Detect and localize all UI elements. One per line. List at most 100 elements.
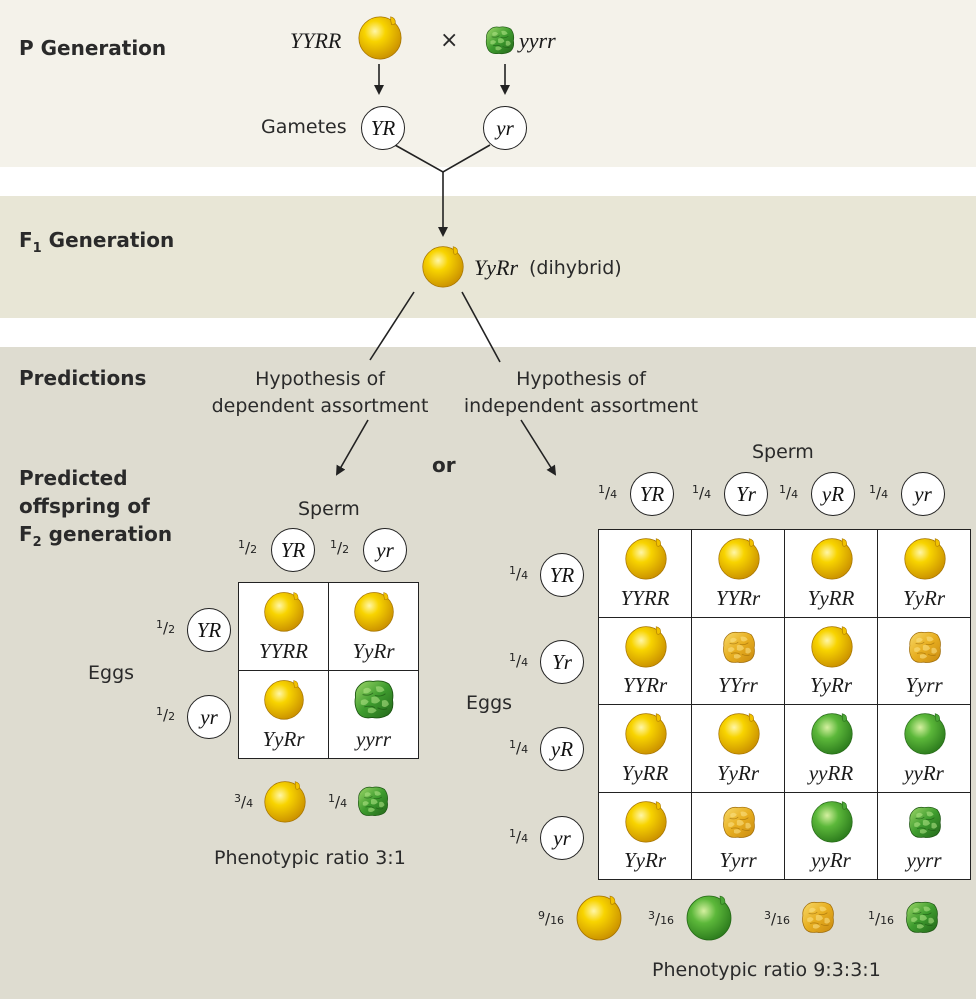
- fraction-numerator: 1: [869, 483, 876, 496]
- independent-phenotype-fraction: 3/16: [648, 909, 675, 928]
- dihybrid-label: (dihybrid): [529, 257, 622, 279]
- gametes-label: Gametes: [261, 116, 347, 138]
- punnett-cell: Yyrr: [877, 616, 971, 705]
- independent-sperm-fraction: 1/4: [779, 483, 799, 502]
- punnett-cell: yyrr: [328, 670, 419, 759]
- pea-green-round-icon: [809, 798, 855, 844]
- arrow-dependent: [336, 419, 369, 476]
- punnett-cell: YyRr: [238, 670, 329, 759]
- independent-egg-fraction: 1/4: [509, 651, 529, 670]
- punnett-cell: YYRR: [238, 582, 329, 671]
- pea-yellow-round-icon: [262, 677, 306, 721]
- independent-egg-fraction: 1/4: [509, 827, 529, 846]
- f2-label-rest: generation: [41, 522, 173, 546]
- pea-yellow-wrinkled-icon: [721, 629, 757, 665]
- punnett-cell: YyRr: [784, 616, 878, 705]
- fraction-denominator: 4: [791, 488, 799, 501]
- cell-genotype: yyrr: [906, 848, 942, 872]
- fraction-numerator: 1: [779, 483, 786, 496]
- punnett-cell: Yyrr: [691, 791, 785, 880]
- cell-genotype: YYRr: [715, 585, 761, 610]
- fraction-numerator: 1: [328, 792, 335, 805]
- fraction-numerator: 1: [509, 738, 516, 751]
- pea-yellow-round-icon: [356, 13, 404, 61]
- fraction-denominator: 4: [521, 743, 529, 756]
- fraction-denominator: 16: [660, 914, 675, 927]
- fraction-numerator: 1: [238, 538, 245, 551]
- or-label: or: [432, 453, 456, 477]
- independent-ratio: Phenotypic ratio 9:3:3:1: [652, 959, 881, 981]
- punnett-cell: YyRr: [598, 791, 692, 880]
- pea-yellow-wrinkled-icon: [907, 629, 943, 665]
- cell-genotype: yyRr: [811, 848, 851, 872]
- dependent-egg-fraction: 1/2: [156, 705, 176, 724]
- cell-genotype: YyRr: [810, 673, 852, 697]
- punnett-cell: YyRr: [877, 529, 971, 618]
- independent-sperm-gamete: yr: [901, 472, 945, 516]
- punnett-cell: YYRr: [598, 616, 692, 705]
- fraction-denominator: 2: [342, 543, 350, 556]
- f1-generation-label: F1 Generation: [19, 227, 174, 258]
- pea-yellow-round-icon: [262, 778, 308, 824]
- fraction-numerator: 1: [509, 651, 516, 664]
- dependent-sperm-gamete: yr: [363, 528, 407, 572]
- f1-label-rest: Generation: [41, 228, 175, 252]
- independent-sperm-fraction: 1/4: [692, 483, 712, 502]
- punnett-cell: YyRr: [691, 704, 785, 793]
- punnett-cell: yyRr: [784, 791, 878, 880]
- fraction-numerator: 1: [598, 483, 605, 496]
- pea-yellow-round-icon: [902, 535, 948, 581]
- dependent-egg-gamete: yr: [187, 695, 231, 739]
- pea-yellow-wrinkled-icon: [721, 804, 757, 840]
- fraction-numerator: 9: [538, 909, 545, 922]
- dependent-egg-gamete: YR: [187, 608, 231, 652]
- dependent-sperm-label: Sperm: [298, 498, 360, 520]
- gamete-left: YR: [361, 106, 405, 150]
- pea-green-wrinkled-icon: [907, 804, 943, 840]
- independent-phenotype-fraction: 1/16: [868, 909, 895, 928]
- cell-genotype: YyRR: [807, 585, 855, 610]
- gamete-right: yr: [483, 106, 527, 150]
- fraction-numerator: 3: [764, 909, 771, 922]
- line-to-dependent: [369, 291, 415, 361]
- hypothesis-dependent-line2: dependent assortment: [211, 395, 429, 417]
- dependent-phenotype-fraction: 1/4: [328, 792, 348, 811]
- dependent-eggs-label: Eggs: [88, 662, 135, 684]
- dependent-sperm-fraction: 1/2: [238, 538, 258, 557]
- cell-genotype: YyRr: [903, 585, 945, 610]
- fraction-numerator: 1: [509, 564, 516, 577]
- pea-yellow-round-icon: [716, 710, 762, 756]
- punnett-cell: YyRr: [328, 582, 419, 671]
- pea-green-round-icon: [902, 710, 948, 756]
- cross-symbol: ×: [440, 28, 459, 53]
- fraction-denominator: 4: [246, 797, 254, 810]
- fraction-numerator: 3: [234, 792, 241, 805]
- fraction-denominator: 16: [880, 914, 895, 927]
- pea-yellow-round-icon: [623, 535, 669, 581]
- f1-label-sub: 1: [32, 241, 42, 256]
- fraction-denominator: 4: [610, 488, 618, 501]
- fraction-denominator: 16: [550, 914, 565, 927]
- fraction-denominator: 16: [776, 914, 791, 927]
- predicted-offspring-line1: Predicted: [19, 466, 128, 490]
- punnett-cell: YYRR: [598, 529, 692, 618]
- gamete-fork: [394, 144, 491, 173]
- independent-egg-gamete: yr: [540, 816, 584, 860]
- predictions-label: Predictions: [19, 366, 147, 390]
- pea-green-wrinkled-icon: [484, 24, 516, 56]
- pea-yellow-round-icon: [809, 535, 855, 581]
- pea-yellow-round-icon: [716, 535, 762, 581]
- independent-punnett-square: YYRR YYRr YyRR YyRr YYRr YYrr YyRr Yyrr …: [598, 529, 971, 880]
- punnett-cell: yyrr: [877, 791, 971, 880]
- hypothesis-independent-line2: independent assortment: [463, 395, 699, 417]
- pea-green-round-icon: [809, 710, 855, 756]
- p-generation-label: P Generation: [19, 36, 167, 60]
- cell-genotype: Yyrr: [905, 673, 943, 697]
- pea-yellow-round-icon: [623, 798, 669, 844]
- fraction-numerator: 3: [648, 909, 655, 922]
- independent-sperm-label: Sperm: [752, 441, 814, 463]
- cell-genotype: YyRr: [352, 639, 395, 663]
- parent-left-genotype: YYRR: [290, 28, 342, 53]
- punnett-cell: YYrr: [691, 616, 785, 705]
- pea-yellow-round-icon: [623, 623, 669, 669]
